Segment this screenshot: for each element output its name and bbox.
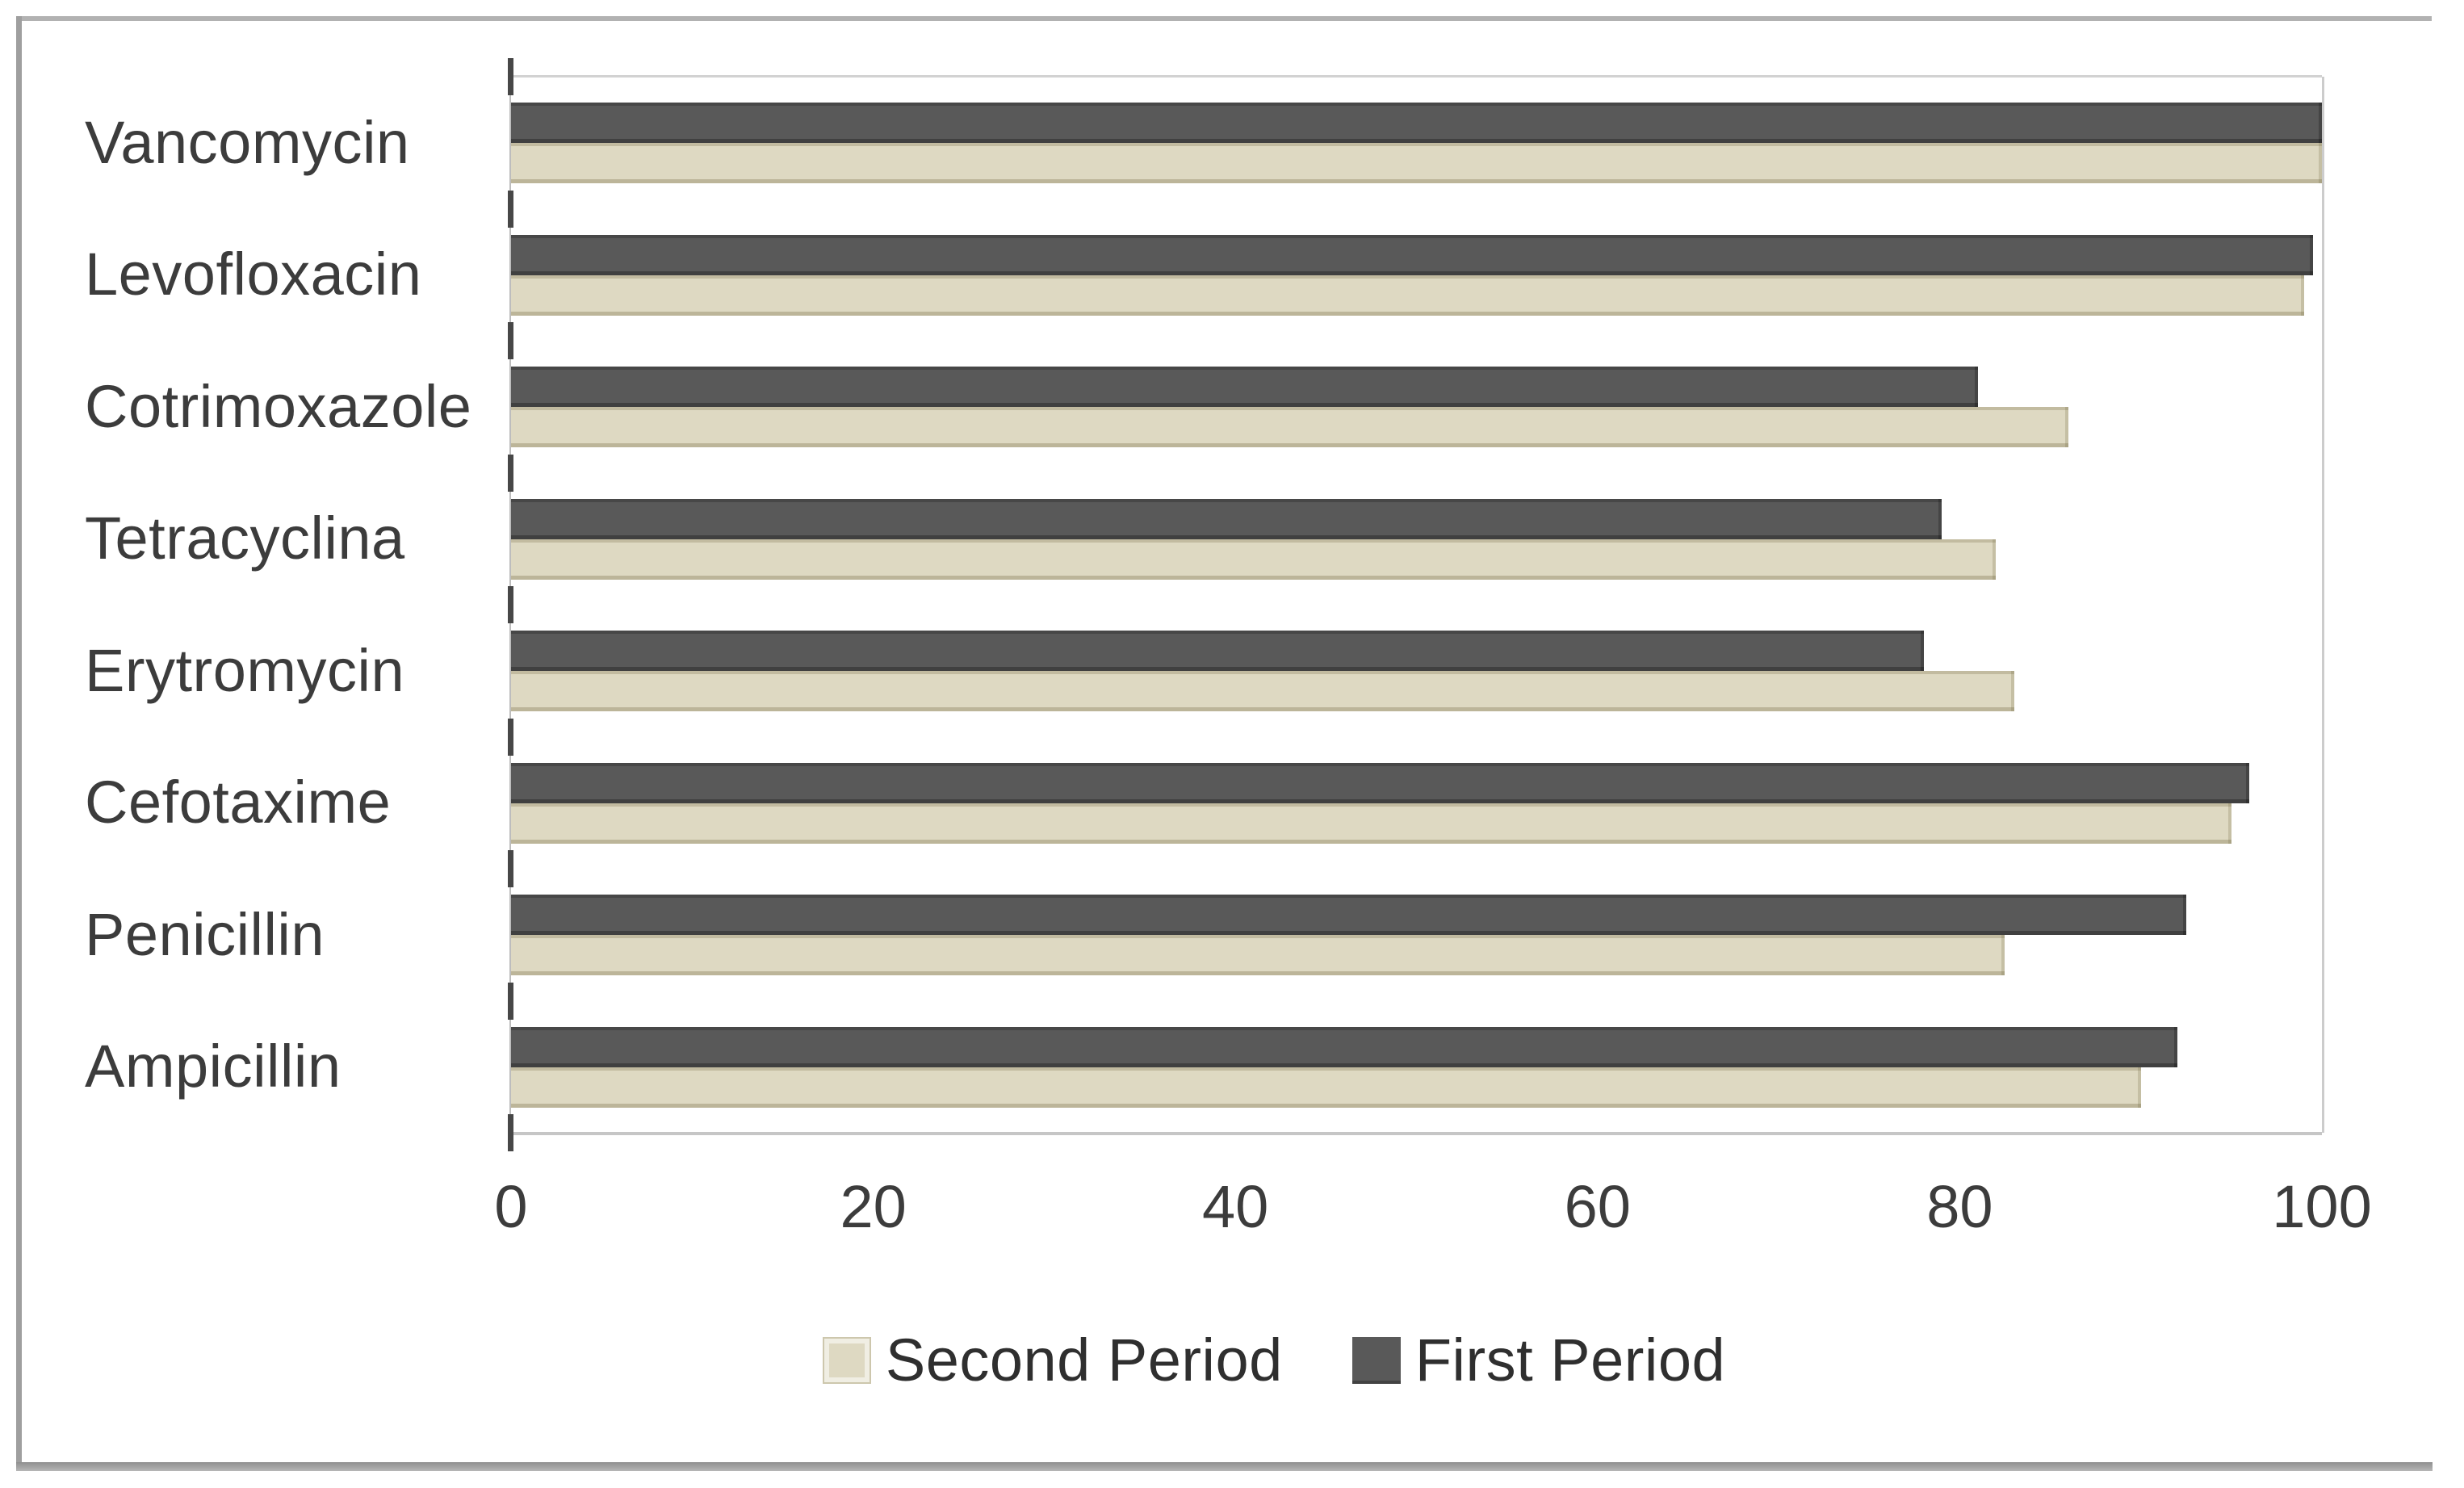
category-axis-tick	[508, 1114, 513, 1151]
category-axis-tick	[508, 58, 513, 95]
bar-first-period-levofloxacin	[511, 234, 2313, 275]
bar-second-period-levofloxacin	[511, 275, 2304, 316]
x-axis-label-80: 80	[1926, 1173, 1993, 1240]
category-axis-tick	[508, 322, 513, 359]
bar-first-period-cotrimoxazole	[511, 367, 1978, 407]
category-axis-tick	[508, 190, 513, 228]
category-axis-tick	[508, 586, 513, 623]
bar-group-erytromycin	[511, 605, 2322, 737]
bar-group-levofloxacin	[511, 209, 2322, 342]
category-axis-tick	[508, 718, 513, 756]
bar-first-period-ampicillin	[511, 1026, 2177, 1067]
category-label-cefotaxime: Cefotaxime	[85, 769, 392, 836]
category-label-ampicillin: Ampicillin	[85, 1033, 342, 1100]
legend-label: First Period	[1414, 1327, 1726, 1394]
category-axis-tick	[508, 454, 513, 492]
category-label-penicillin: Penicillin	[85, 900, 325, 968]
x-axis-label-40: 40	[1202, 1173, 1269, 1240]
x-axis-label-20: 20	[840, 1173, 907, 1240]
bar-second-period-tetracyclina	[511, 539, 1997, 580]
category-label-erytromycin: Erytromycin	[85, 636, 405, 704]
plot-border-top	[511, 75, 2322, 78]
category-axis-tick	[508, 850, 513, 887]
legend-swatch-second-period	[822, 1336, 871, 1384]
bar-first-period-penicillin	[511, 895, 2186, 935]
chart-frame-top	[16, 16, 2432, 21]
category-label-cotrimoxazole: Cotrimoxazole	[85, 372, 472, 440]
bar-second-period-ampicillin	[511, 1067, 2141, 1108]
bar-second-period-penicillin	[511, 935, 2005, 975]
plot-area	[508, 58, 2324, 1151]
legend-swatch-first-period	[1351, 1336, 1401, 1384]
legend: Second Period First Period	[0, 1326, 2464, 1394]
chart-frame-bottom	[16, 1462, 2433, 1471]
bar-second-period-cotrimoxazole	[511, 407, 2068, 447]
bar-group-cotrimoxazole	[511, 341, 2322, 473]
category-label-vancomycin: Vancomycin	[85, 108, 410, 176]
bar-group-tetracyclina	[511, 473, 2322, 606]
legend-item-second-period: Second Period	[822, 1326, 1283, 1394]
legend-item-first-period: First Period	[1351, 1326, 1726, 1394]
category-label-tetracyclina: Tetracyclina	[85, 505, 405, 572]
bar-group-cefotaxime	[511, 737, 2322, 870]
legend-label: Second Period	[885, 1327, 1283, 1394]
x-axis-label-100: 100	[2272, 1173, 2372, 1240]
category-axis-tick	[508, 982, 513, 1020]
bar-second-period-cefotaxime	[511, 803, 2231, 844]
bar-first-period-vancomycin	[511, 103, 2322, 143]
category-label-levofloxacin: Levofloxacin	[85, 241, 422, 308]
bar-second-period-erytromycin	[511, 671, 2014, 711]
x-axis-label-60: 60	[1564, 1173, 1631, 1240]
bar-group-vancomycin	[511, 77, 2322, 209]
plot-border-bottom	[511, 1132, 2322, 1135]
bar-first-period-tetracyclina	[511, 498, 1942, 539]
bar-first-period-erytromycin	[511, 631, 1924, 671]
plot-border-right	[2322, 77, 2324, 1133]
x-axis-label-0: 0	[494, 1173, 528, 1240]
bar-second-period-vancomycin	[511, 143, 2322, 183]
chart-frame-left	[16, 16, 22, 1470]
bar-group-penicillin	[511, 869, 2322, 1001]
bar-first-period-cefotaxime	[511, 762, 2250, 803]
bar-group-ampicillin	[511, 1001, 2322, 1134]
